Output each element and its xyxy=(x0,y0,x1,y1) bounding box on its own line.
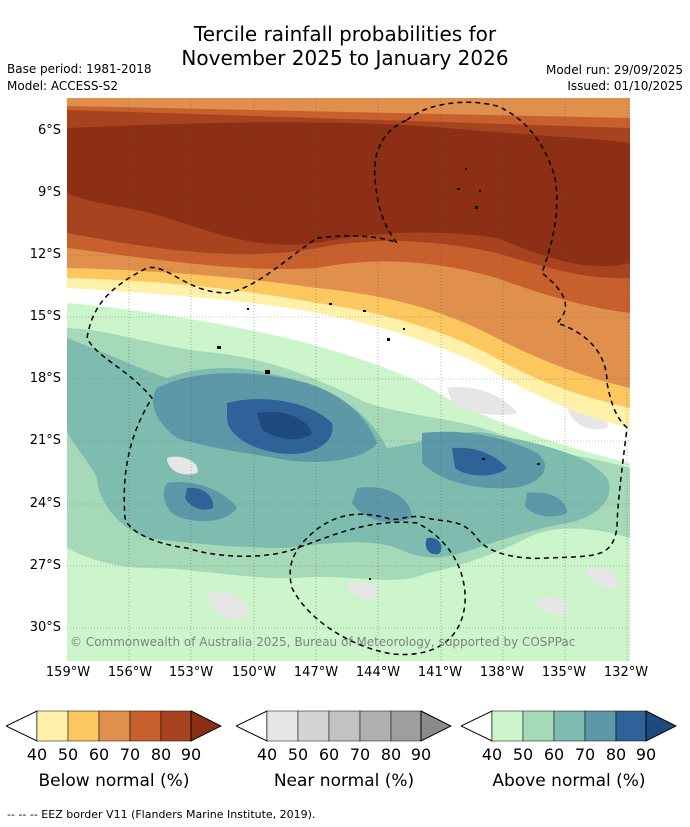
below-tick-90: 90 xyxy=(180,745,202,764)
rainfall-map: © Commonwealth of Australia 2025, Bureau… xyxy=(67,98,630,661)
above-swatch-2 xyxy=(522,710,555,742)
above-tick-90: 90 xyxy=(635,745,657,764)
lat-tick-18s: 18°S xyxy=(29,371,61,386)
map-gridlines xyxy=(67,98,630,661)
near-swatch-6 xyxy=(420,710,452,742)
below-tick-50: 50 xyxy=(57,745,79,764)
below-tick-70: 70 xyxy=(119,745,141,764)
lat-tick-9s: 9°S xyxy=(37,185,61,200)
below-tick-40: 40 xyxy=(26,745,48,764)
island-markers xyxy=(217,168,540,580)
below-swatch-4 xyxy=(129,710,162,742)
issued-date: Issued: 01/10/2025 xyxy=(567,79,683,93)
lat-tick-24s: 24°S xyxy=(29,496,61,511)
above-swatch-1 xyxy=(491,710,524,742)
lon-tick-141w: 141°W xyxy=(417,665,463,680)
lat-tick-27s: 27°S xyxy=(29,558,61,573)
below-tick-80: 80 xyxy=(150,745,172,764)
above-swatch-5 xyxy=(615,710,647,742)
below-normal-label: Below normal (%) xyxy=(38,771,190,791)
lon-tick-150w: 150°W xyxy=(231,665,277,680)
near-tick-40: 40 xyxy=(256,745,278,764)
above-tick-80: 80 xyxy=(605,745,627,764)
title-line-2: November 2025 to January 2026 xyxy=(181,46,509,70)
near-tick-70: 70 xyxy=(349,745,371,764)
near-tick-60: 60 xyxy=(318,745,340,764)
above-swatch-4 xyxy=(584,710,617,742)
below-swatch-6 xyxy=(190,710,222,742)
near-tick-90: 90 xyxy=(410,745,432,764)
model-name: Model: ACCESS-S2 xyxy=(7,79,119,93)
below-swatch-1 xyxy=(36,710,69,742)
near-normal-40 xyxy=(167,387,618,620)
colorbar-above-normal xyxy=(461,710,677,742)
lon-tick-144w: 144°W xyxy=(355,665,401,680)
lon-tick-132w: 132°W xyxy=(603,665,649,680)
near-swatch-1 xyxy=(266,710,299,742)
above-tick-50: 50 xyxy=(512,745,534,764)
near-normal-label: Near normal (%) xyxy=(273,771,415,791)
near-swatch-5 xyxy=(390,710,422,742)
near-swatch-3 xyxy=(328,710,361,742)
map-title: Tercile rainfall probabilities for Novem… xyxy=(0,22,690,70)
colorbar-below-normal xyxy=(6,710,222,742)
near-swatch-4 xyxy=(359,710,392,742)
lon-tick-135w: 135°W xyxy=(541,665,587,680)
lon-tick-138w: 138°W xyxy=(479,665,525,680)
near-swatch-2 xyxy=(297,710,330,742)
above-tick-70: 70 xyxy=(574,745,596,764)
below-swatch-5 xyxy=(160,710,192,742)
title-line-1: Tercile rainfall probabilities for xyxy=(193,22,497,46)
above-normal-90 xyxy=(257,411,312,440)
above-swatch-3 xyxy=(553,710,586,742)
eez-border-note: -- -- -- EEZ border V11 (Flanders Marine… xyxy=(7,808,316,821)
lon-tick-156w: 156°W xyxy=(107,665,153,680)
eez-border xyxy=(86,101,628,656)
above-tick-60: 60 xyxy=(543,745,565,764)
base-period: Base period: 1981-2018 xyxy=(7,62,152,76)
colorbar-near-normal xyxy=(236,710,452,742)
above-tick-40: 40 xyxy=(481,745,503,764)
lat-tick-15s: 15°S xyxy=(29,309,61,324)
below-swatch-2 xyxy=(67,710,100,742)
lon-tick-147w: 147°W xyxy=(293,665,339,680)
lat-tick-21s: 21°S xyxy=(29,433,61,448)
model-run: Model run: 29/09/2025 xyxy=(545,63,683,77)
above-normal-80 xyxy=(185,399,507,555)
near-tick-80: 80 xyxy=(380,745,402,764)
above-normal-label: Above normal (%) xyxy=(492,771,646,791)
lat-tick-12s: 12°S xyxy=(29,247,61,262)
below-normal-90 xyxy=(67,122,630,267)
below-tick-60: 60 xyxy=(88,745,110,764)
above-swatch-6 xyxy=(645,710,677,742)
lon-tick-159w: 159°W xyxy=(45,665,91,680)
lon-tick-153w: 153°W xyxy=(168,665,214,680)
near-tick-50: 50 xyxy=(287,745,309,764)
below-swatch-3 xyxy=(98,710,131,742)
lat-tick-30s: 30°S xyxy=(29,620,61,635)
copyright-watermark: © Commonwealth of Australia 2025, Bureau… xyxy=(70,635,575,649)
lat-tick-6s: 6°S xyxy=(37,123,61,138)
